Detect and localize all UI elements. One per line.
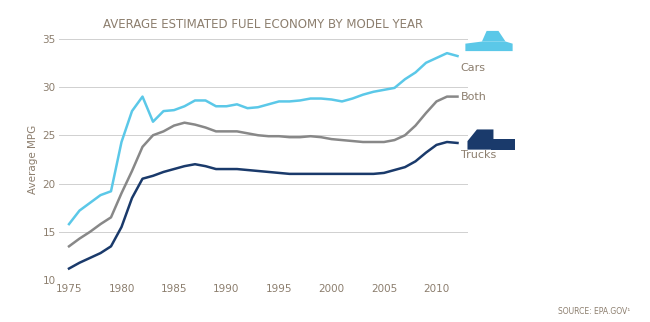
Polygon shape <box>482 31 506 42</box>
Text: Trucks: Trucks <box>461 149 496 160</box>
Polygon shape <box>465 42 513 51</box>
Title: AVERAGE ESTIMATED FUEL ECONOMY BY MODEL YEAR: AVERAGE ESTIMATED FUEL ECONOMY BY MODEL … <box>103 17 423 31</box>
Y-axis label: Average MPG: Average MPG <box>29 125 38 194</box>
Text: Both: Both <box>461 91 486 102</box>
Text: SOURCE: EPA.GOV¹: SOURCE: EPA.GOV¹ <box>558 307 630 316</box>
Text: Cars: Cars <box>461 62 486 73</box>
Polygon shape <box>467 129 493 150</box>
Polygon shape <box>491 139 515 150</box>
